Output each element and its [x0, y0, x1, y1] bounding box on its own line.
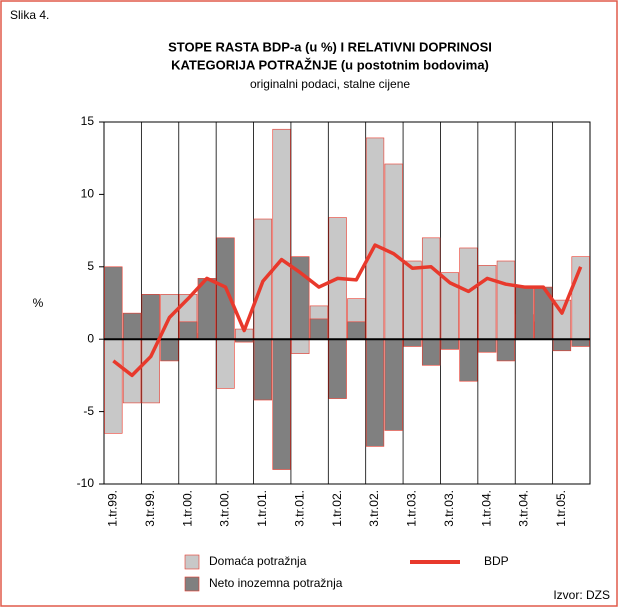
bar: [178, 321, 198, 340]
plot-frame: [103, 121, 591, 485]
x-tick-label: 1.tr.99.: [106, 490, 120, 527]
x-tick-label: 1.tr.05.: [554, 490, 568, 527]
legend-label: Neto inozemna potražnja: [209, 576, 343, 590]
bar: [384, 338, 403, 431]
x-tick-label: 3.tr.04.: [517, 490, 531, 527]
x-tick-label: 1.tr.04.: [479, 490, 493, 527]
bar: [365, 338, 385, 447]
bar: [141, 338, 160, 404]
bar: [459, 247, 478, 340]
bar: [272, 338, 291, 470]
y-tick-label: 10: [81, 187, 95, 201]
legend-label: Domaća potražnja: [209, 554, 307, 568]
bar: [216, 338, 235, 389]
y-tick-label: 0: [87, 331, 94, 345]
y-axis-label: %: [33, 296, 44, 310]
bar: [403, 260, 422, 340]
bar: [478, 265, 497, 340]
bar: [347, 321, 366, 340]
x-tick-label: 3.tr.00.: [218, 490, 232, 527]
x-tick-label: 1.tr.03.: [405, 490, 419, 527]
bar: [122, 312, 142, 340]
bar: [459, 338, 478, 382]
x-tick-label: 3.tr.99.: [143, 490, 157, 527]
legend-swatch: [184, 576, 200, 592]
x-tick-label: 3.tr.01.: [292, 490, 306, 527]
bar: [160, 338, 179, 362]
bar: [552, 338, 572, 352]
bar: [421, 237, 441, 340]
source: Izvor: DZS: [553, 588, 610, 602]
line: [112, 243, 583, 378]
y-tick-label: 5: [87, 259, 94, 273]
bar: [328, 338, 347, 399]
bar: [403, 338, 422, 347]
bar: [272, 128, 291, 340]
bar: [309, 318, 329, 340]
y-tick-label: -10: [77, 476, 95, 490]
bar: [515, 286, 534, 340]
bar: [365, 137, 385, 340]
bar: [496, 260, 516, 340]
bar: [104, 266, 123, 340]
bar: [478, 338, 497, 353]
bar: [440, 338, 459, 350]
x-tick-label: 1.tr.01.: [255, 490, 269, 527]
x-tick-label: 1.tr.00.: [180, 490, 194, 527]
bar: [291, 338, 310, 354]
chart-title-2: KATEGORIJA POTRAŽNJE (u postotnim bodovi…: [171, 57, 489, 72]
bar: [141, 294, 160, 340]
legend-swatch: [184, 554, 200, 570]
x-tick-label: 1.tr.02.: [330, 490, 344, 527]
x-tick-label: 3.tr.03.: [442, 490, 456, 527]
chart-title: STOPE RASTA BDP-a (u %) I RELATIVNI DOPR…: [168, 39, 492, 54]
x-tick-label: 3.tr.02.: [367, 490, 381, 527]
y-tick-label: -5: [83, 404, 94, 418]
chart-subtitle: originalni podaci, stalne cijene: [250, 77, 410, 91]
bar: [496, 338, 516, 362]
legend-label: BDP: [484, 554, 509, 568]
figure-label: Slika 4.: [10, 8, 49, 22]
bar: [104, 338, 123, 434]
bar: [571, 338, 590, 347]
y-tick-label: 15: [81, 114, 95, 128]
bar: [253, 338, 273, 401]
bar: [421, 338, 441, 366]
